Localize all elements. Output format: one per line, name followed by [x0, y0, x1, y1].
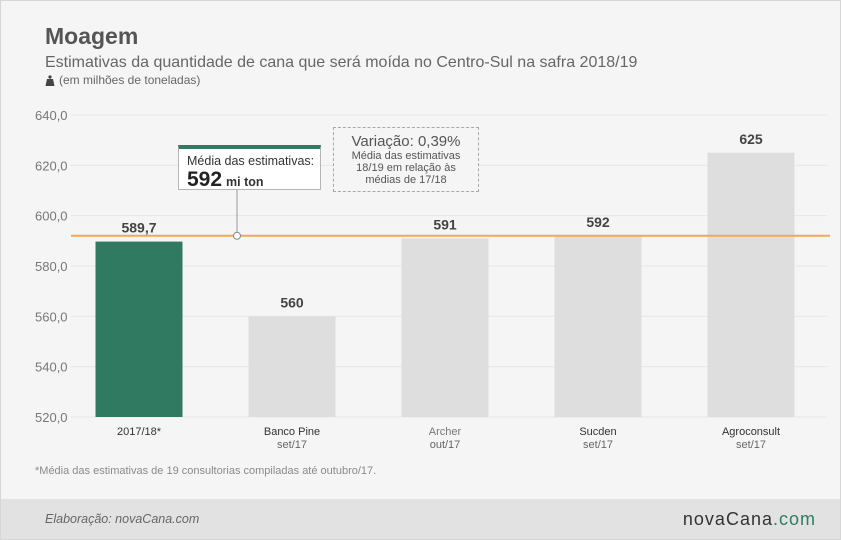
- y-tick-label: 600,0: [35, 209, 68, 224]
- variation-callout: Variação: 0,39% Média das estimativas 18…: [333, 127, 479, 192]
- y-tick-label: 580,0: [35, 259, 68, 274]
- bar-value-label: 592: [586, 214, 610, 230]
- x-tick-label: Sucden: [579, 426, 616, 438]
- x-tick-sublabel: set/17: [583, 439, 613, 451]
- x-tick-label: 2017/18*: [117, 426, 162, 438]
- x-tick-label: Agroconsult: [722, 426, 780, 438]
- brand-main: novaCana: [682, 509, 773, 529]
- x-tick-sublabel: out/17: [430, 439, 461, 451]
- x-tick-label: Archer: [429, 426, 462, 438]
- average-marker: [233, 231, 241, 240]
- bar: [554, 235, 642, 417]
- bar: [401, 238, 489, 417]
- x-tick-sublabel: set/17: [277, 439, 307, 451]
- unit-note: (em milhões de toneladas): [45, 73, 200, 87]
- brand-suffix: .com: [772, 509, 816, 529]
- average-label: Média das estimativas:: [187, 154, 315, 168]
- footer-bar: Elaboração: novaCana.com novaCana.com: [1, 499, 840, 539]
- brand-logo[interactable]: novaCana.com: [683, 509, 816, 530]
- y-tick-label: 520,0: [35, 410, 68, 425]
- variation-title: Variação: 0,39%: [351, 133, 461, 150]
- bar-value-label: 589,7: [121, 220, 156, 236]
- average-unit: mi ton: [226, 175, 264, 189]
- bar-value-label: 625: [739, 131, 763, 147]
- bar-value-label: 560: [280, 294, 304, 310]
- bar: [95, 241, 183, 417]
- y-tick-label: 560,0: [35, 309, 68, 324]
- x-tick-label: Banco Pine: [264, 426, 320, 438]
- credit-text: Elaboração: novaCana.com: [45, 512, 200, 526]
- weight-icon: [45, 74, 55, 86]
- chart-subtitle: Estimativas da quantidade de cana que se…: [45, 54, 638, 71]
- footnote: *Média das estimativas de 19 consultoria…: [35, 465, 377, 477]
- variation-note: Média das estimativas 18/19 em relação à…: [351, 150, 461, 186]
- y-tick-label: 540,0: [35, 360, 68, 375]
- unit-note-text: (em milhões de toneladas): [59, 73, 201, 87]
- bar: [248, 316, 336, 417]
- bar-value-label: 591: [433, 216, 457, 232]
- bar: [707, 152, 795, 417]
- y-tick-label: 620,0: [35, 158, 68, 173]
- average-value: 592: [187, 168, 223, 191]
- x-tick-sublabel: set/17: [736, 439, 766, 451]
- chart-title: Moagem: [45, 23, 139, 49]
- average-callout: Média das estimativas: 592 mi ton: [178, 145, 321, 191]
- y-tick-label: 640,0: [35, 108, 68, 123]
